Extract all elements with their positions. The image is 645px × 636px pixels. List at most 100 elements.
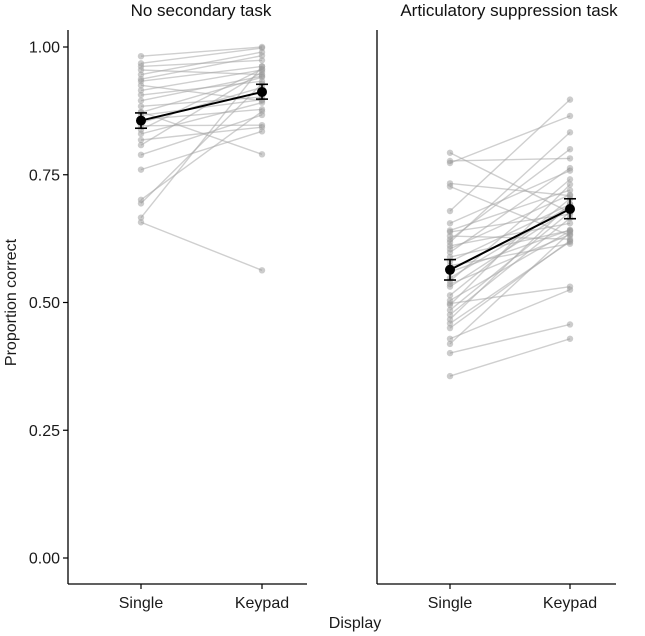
subject-line [140, 46, 263, 57]
subject-series-group [446, 96, 574, 380]
subject-line [140, 51, 263, 76]
subject-point-keypad [258, 267, 266, 274]
facet-panel: No secondary task Single Keypad [67, 1, 307, 612]
subject-point-keypad [566, 96, 574, 103]
subject-line [449, 240, 571, 329]
subject-point-single [446, 249, 454, 256]
subject-line [449, 222, 571, 247]
subject-line [449, 217, 571, 316]
subject-point-keypad [566, 335, 574, 342]
subject-point-single [446, 311, 454, 318]
subject-point-keypad [258, 128, 266, 135]
y-tick-label: 0.25 [29, 423, 60, 440]
subject-point-keypad [566, 220, 574, 227]
subject-line [449, 170, 571, 224]
subject-point-keypad [258, 52, 266, 59]
subject-line [140, 75, 263, 102]
subject-point-single [137, 141, 145, 149]
mean-line [140, 90, 263, 122]
subject-line [449, 203, 571, 263]
subject-point-keypad [566, 176, 574, 183]
subject-line [449, 205, 571, 279]
mean-point [445, 264, 455, 275]
subject-line [140, 65, 263, 219]
subject-line [449, 99, 571, 212]
subject-point-single [446, 349, 454, 357]
subject-line [449, 285, 571, 305]
subject-point-single [137, 91, 145, 99]
subject-point-single [446, 292, 454, 299]
x-axis-title: Display [329, 615, 381, 632]
subject-line [140, 221, 263, 271]
subject-point-single [446, 207, 454, 215]
mean-point [136, 115, 146, 126]
subject-line [449, 178, 571, 282]
subject-point-single [137, 130, 145, 138]
subject-line [140, 54, 263, 80]
y-tick-label: 0.00 [29, 551, 60, 568]
subject-point-single [137, 214, 145, 221]
subject-point-single [446, 183, 454, 190]
subject-line [449, 131, 571, 243]
subject-point-single [446, 335, 454, 342]
subject-point-keypad [566, 321, 574, 328]
subject-point-single [446, 306, 454, 314]
subject-point-single [137, 219, 145, 226]
subject-point-single [137, 87, 145, 94]
subject-line [140, 102, 263, 135]
subject-point-single [446, 324, 454, 332]
subject-point-single [446, 320, 454, 327]
subject-point-single [446, 253, 454, 261]
subject-point-keypad [566, 186, 574, 194]
subject-point-keypad [258, 73, 266, 81]
subject-point-keypad [566, 164, 574, 172]
y-tick-label: 1.00 [29, 40, 60, 57]
mean-point [565, 203, 575, 214]
subject-line [140, 76, 263, 114]
subject-point-single [137, 82, 145, 89]
subject-line [449, 213, 571, 233]
subject-point-keypad [566, 181, 574, 188]
subject-line [140, 114, 263, 156]
subject-line [449, 115, 571, 164]
y-axis-title: Proportion correct [3, 238, 20, 366]
subject-point-single [137, 66, 145, 74]
subject-point-single [137, 103, 145, 110]
subject-point-keypad [566, 146, 574, 153]
subject-point-keypad [566, 235, 574, 243]
subject-line [140, 47, 263, 65]
subject-line [140, 108, 263, 121]
subject-point-single [137, 71, 145, 78]
subject-line [140, 65, 263, 82]
subject-line [140, 98, 263, 117]
subject-point-keypad [566, 229, 574, 236]
subject-point-single [446, 149, 454, 156]
subject-line [449, 183, 571, 306]
subject-point-single [446, 283, 454, 290]
plot-area: 0.00 0.25 0.50 0.75 1.00 Proportion correct Di… [3, 1, 618, 632]
subject-point-single [446, 372, 454, 380]
subject-point-keypad [258, 99, 266, 106]
subject-point-single [446, 232, 454, 240]
facet-panel: Articulatory suppression task Single Keypa… [376, 1, 618, 612]
subject-point-single [137, 52, 145, 60]
subject-point-single [446, 300, 454, 307]
subject-point-single [137, 136, 145, 144]
subject-line [449, 198, 571, 296]
subject-point-keypad [258, 68, 266, 76]
subject-line [449, 243, 571, 267]
subject-point-single [446, 220, 454, 227]
mean-line [449, 208, 571, 271]
subject-point-keypad [258, 108, 266, 115]
subject-point-single [446, 340, 454, 348]
facet-title: No secondary task [131, 1, 272, 20]
subject-point-single [446, 239, 454, 246]
subject-line [449, 157, 571, 162]
subject-point-single [446, 159, 454, 167]
subject-line [140, 130, 263, 171]
subject-point-single [137, 97, 145, 104]
x-tick-label: Single [119, 595, 164, 612]
x-tick-label: Single [428, 595, 473, 612]
subject-line [140, 96, 263, 107]
